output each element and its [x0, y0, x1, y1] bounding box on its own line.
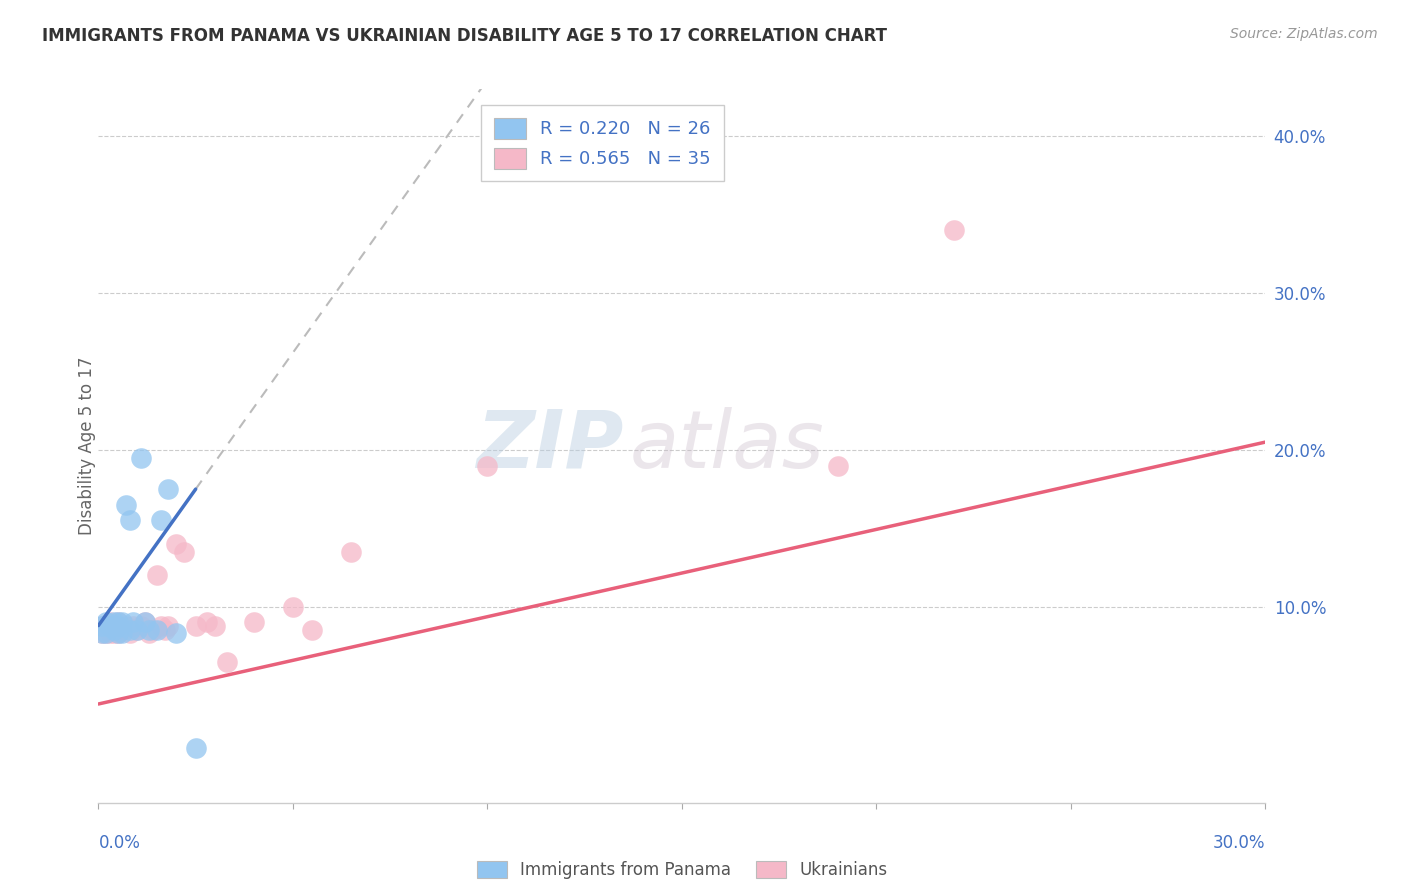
Point	[195, 615, 218, 630]
Point	[165, 537, 187, 551]
Point	[153, 624, 176, 638]
Point	[91, 626, 114, 640]
Point	[165, 626, 187, 640]
Point	[118, 624, 141, 638]
Point	[91, 618, 114, 632]
Point	[96, 618, 118, 632]
Point	[114, 618, 136, 632]
Point	[107, 615, 129, 630]
Point	[157, 482, 180, 496]
Point	[827, 458, 849, 473]
Point	[138, 624, 160, 638]
Point	[138, 626, 160, 640]
Point	[127, 624, 149, 638]
Point	[281, 599, 304, 614]
Point	[111, 624, 134, 638]
Point	[134, 615, 156, 630]
Point	[129, 618, 152, 632]
Point	[98, 615, 121, 630]
Point	[134, 615, 156, 630]
Point	[204, 618, 226, 632]
Point	[122, 615, 145, 630]
Point	[340, 545, 363, 559]
Text: atlas: atlas	[630, 407, 824, 485]
Point	[301, 624, 323, 638]
Point	[149, 514, 172, 528]
Point	[103, 615, 125, 630]
Point	[107, 626, 129, 640]
Point	[157, 618, 180, 632]
Point	[243, 615, 266, 630]
Point	[98, 626, 121, 640]
Point	[118, 514, 141, 528]
Point	[103, 624, 125, 638]
Legend: Immigrants from Panama, Ukrainians: Immigrants from Panama, Ukrainians	[468, 853, 896, 888]
Point	[149, 618, 172, 632]
Point	[142, 624, 165, 638]
Point	[127, 624, 149, 638]
Y-axis label: Disability Age 5 to 17: Disability Age 5 to 17	[79, 357, 96, 535]
Point	[146, 624, 169, 638]
Point	[111, 626, 134, 640]
Text: IMMIGRANTS FROM PANAMA VS UKRAINIAN DISABILITY AGE 5 TO 17 CORRELATION CHART: IMMIGRANTS FROM PANAMA VS UKRAINIAN DISA…	[42, 27, 887, 45]
Point	[122, 618, 145, 632]
Point	[114, 498, 136, 512]
Point	[173, 545, 195, 559]
Point	[184, 618, 207, 632]
Point	[107, 618, 129, 632]
Point	[129, 450, 152, 465]
Point	[118, 626, 141, 640]
Point	[943, 223, 966, 237]
Point	[111, 615, 134, 630]
Point	[91, 618, 114, 632]
Point	[215, 655, 238, 669]
Point	[107, 615, 129, 630]
Point	[91, 626, 114, 640]
Text: 0.0%: 0.0%	[98, 834, 141, 852]
Point	[107, 626, 129, 640]
Point	[184, 740, 207, 755]
Text: ZIP: ZIP	[477, 407, 623, 485]
Point	[96, 626, 118, 640]
Point	[103, 626, 125, 640]
Point	[98, 618, 121, 632]
Text: 30.0%: 30.0%	[1213, 834, 1265, 852]
Point	[96, 626, 118, 640]
Point	[96, 615, 118, 630]
Point	[146, 568, 169, 582]
Text: Source: ZipAtlas.com: Source: ZipAtlas.com	[1230, 27, 1378, 41]
Point	[98, 618, 121, 632]
Point	[477, 458, 499, 473]
